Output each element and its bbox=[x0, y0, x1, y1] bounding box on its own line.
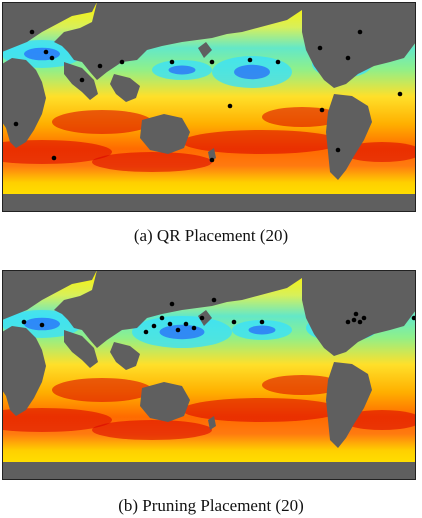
panel-a-map-svg bbox=[2, 2, 416, 212]
panel-b-sensor-2 bbox=[39, 322, 45, 328]
panel-a-sensor-6 bbox=[119, 59, 125, 65]
panel-a-hotspot-3 bbox=[182, 130, 342, 154]
panel-a-sensor-3 bbox=[49, 55, 55, 61]
panel-b-map-svg bbox=[2, 270, 416, 480]
panel-a-sensor-1 bbox=[29, 29, 35, 35]
panel-b-hotspot-4 bbox=[342, 410, 416, 430]
panel-a-sensor-8 bbox=[209, 59, 215, 65]
panel-a-hotspot-5 bbox=[52, 110, 152, 134]
panel-a-sensor-7 bbox=[169, 59, 175, 65]
panel-b-sensor-11 bbox=[211, 297, 217, 303]
panel-a-sensor-2 bbox=[43, 49, 49, 55]
panel-a-hotspot-1 bbox=[2, 140, 112, 164]
panel-b-australia-land bbox=[140, 382, 190, 422]
panel-a-north-america-land bbox=[2, 2, 97, 52]
panel-b-new-zealand-land bbox=[208, 416, 216, 430]
panel-b-sensor-17 bbox=[357, 319, 363, 325]
panel-a-sensor-16 bbox=[13, 121, 19, 127]
panel-a-sensor-13 bbox=[357, 29, 363, 35]
panel-a-caption: (a) QR Placement (20) bbox=[133, 226, 289, 245]
panel-b-sensor-14 bbox=[345, 319, 351, 325]
panel-b-sensor-9 bbox=[191, 325, 197, 331]
panel-b-south-asia-land bbox=[64, 330, 98, 368]
panel-a-sensors bbox=[13, 29, 403, 163]
panel-a-sensor-20 bbox=[397, 91, 403, 97]
panel-b-sensors bbox=[21, 297, 416, 335]
panel-a-hotspot-2 bbox=[92, 152, 212, 172]
panel-b-sensor-18 bbox=[361, 315, 367, 321]
panel-b-border bbox=[2, 270, 416, 480]
panel-b-sensor-16 bbox=[353, 311, 359, 317]
panel-a-antarctica-land bbox=[2, 194, 416, 212]
panel-a-americas-north-land bbox=[302, 2, 416, 88]
panel-b-sensor-8 bbox=[183, 321, 189, 327]
panel-b-hotspot-5 bbox=[52, 378, 152, 402]
panel-a-sensor-11 bbox=[317, 45, 323, 51]
panel-b-americas-north-land bbox=[302, 270, 416, 356]
panel-a-sensor-14 bbox=[227, 103, 233, 109]
panel-a-japan-land bbox=[198, 42, 212, 58]
panel-b-sensor-5 bbox=[159, 315, 165, 321]
panel-b-hotspot-3 bbox=[182, 398, 342, 422]
panel-a-deep-cold-1 bbox=[24, 47, 60, 61]
panel-b-caption: (b) Pruning Placement (20) bbox=[118, 496, 304, 515]
panel-b-sensor-1 bbox=[21, 319, 27, 325]
panel-a-sensor-17 bbox=[51, 155, 57, 161]
panel-b-sensor-6 bbox=[167, 321, 173, 327]
panel-a-deep-cold-2 bbox=[234, 64, 270, 80]
panel-b-sensor-13 bbox=[259, 319, 265, 325]
panel-b-sensor-12 bbox=[231, 319, 237, 325]
panel-a-sensor-18 bbox=[209, 157, 215, 163]
panel-b-deep-cold-2 bbox=[159, 324, 205, 340]
panel-a-africa-land bbox=[2, 58, 46, 148]
panel-a-south-america-land bbox=[326, 94, 372, 180]
panel-a-sensor-19 bbox=[335, 147, 341, 153]
panel-b-land bbox=[2, 270, 416, 480]
panel-b-sensor-7 bbox=[175, 327, 181, 333]
panel-a-deep-cold-4 bbox=[168, 65, 196, 75]
panel-a-sensor-4 bbox=[79, 77, 85, 83]
panel-b-eurasia-land bbox=[54, 270, 302, 348]
panel-b-map bbox=[2, 270, 416, 480]
panel-a-new-zealand-land bbox=[208, 148, 216, 162]
panel-a-map bbox=[2, 2, 416, 212]
panel-b-sensor-20 bbox=[169, 301, 175, 307]
panel-b-antarctica-land bbox=[2, 462, 416, 480]
panel-a-eurasia-land bbox=[54, 2, 302, 80]
panel-b-southeast-asia-land bbox=[110, 342, 140, 370]
panel-a-southeast-asia-land bbox=[110, 74, 140, 102]
panel-a-sensor-10 bbox=[275, 59, 281, 65]
panel-b-hotspot-1 bbox=[2, 408, 112, 432]
panel-a-land bbox=[2, 2, 416, 212]
panel-b-sensor-10 bbox=[199, 315, 205, 321]
panel-b-sensor-3 bbox=[143, 329, 149, 335]
panel-a-sensor-9 bbox=[247, 57, 253, 63]
panel-b-hotspot-6 bbox=[262, 375, 342, 395]
panel-a-sensor-5 bbox=[97, 63, 103, 69]
panel-a-australia-land bbox=[140, 114, 190, 154]
panel-b-north-america-land bbox=[2, 270, 97, 320]
panel-a-border bbox=[2, 2, 416, 212]
panel-b-japan-land bbox=[198, 310, 212, 326]
panel-a-sensor-15 bbox=[319, 107, 325, 113]
panel-b-sensor-19 bbox=[411, 315, 416, 321]
panel-a-sensor-12 bbox=[345, 55, 351, 61]
panel-b-hotspot-2 bbox=[92, 420, 212, 440]
panel-b-sensor-4 bbox=[151, 323, 157, 329]
panel-b-deep-cold-4 bbox=[248, 325, 276, 335]
panel-b-south-america-land bbox=[326, 362, 372, 448]
panel-b-africa-land bbox=[2, 326, 46, 416]
panel-b-sensor-15 bbox=[351, 317, 357, 323]
panel-a-hotspot-4 bbox=[342, 142, 416, 162]
